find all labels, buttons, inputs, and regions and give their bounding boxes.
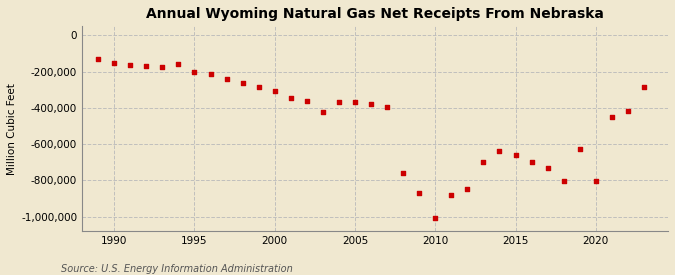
Point — [237, 81, 248, 86]
Point — [462, 187, 472, 192]
Point — [157, 65, 168, 69]
Point — [591, 179, 601, 183]
Point — [478, 160, 489, 164]
Point — [350, 99, 360, 104]
Point — [639, 85, 649, 89]
Point — [382, 105, 393, 109]
Point — [302, 98, 313, 103]
Point — [317, 109, 328, 114]
Point — [109, 61, 119, 66]
Point — [366, 102, 377, 106]
Point — [446, 193, 457, 197]
Point — [558, 179, 569, 183]
Point — [494, 149, 505, 154]
Point — [286, 96, 296, 100]
Text: Source: U.S. Energy Information Administration: Source: U.S. Energy Information Administ… — [61, 264, 292, 274]
Point — [574, 147, 585, 151]
Point — [269, 89, 280, 93]
Title: Annual Wyoming Natural Gas Net Receipts From Nebraska: Annual Wyoming Natural Gas Net Receipts … — [146, 7, 604, 21]
Point — [221, 77, 232, 81]
Point — [141, 64, 152, 68]
Point — [253, 85, 264, 89]
Point — [189, 69, 200, 74]
Point — [125, 63, 136, 67]
Point — [398, 171, 408, 175]
Point — [92, 57, 103, 61]
Point — [414, 191, 425, 195]
Point — [622, 108, 633, 113]
Point — [430, 215, 441, 220]
Point — [205, 72, 216, 76]
Point — [510, 153, 521, 157]
Point — [333, 99, 344, 104]
Point — [526, 160, 537, 164]
Point — [173, 62, 184, 67]
Y-axis label: Million Cubic Feet: Million Cubic Feet — [7, 83, 17, 175]
Point — [606, 115, 617, 119]
Point — [542, 166, 553, 170]
